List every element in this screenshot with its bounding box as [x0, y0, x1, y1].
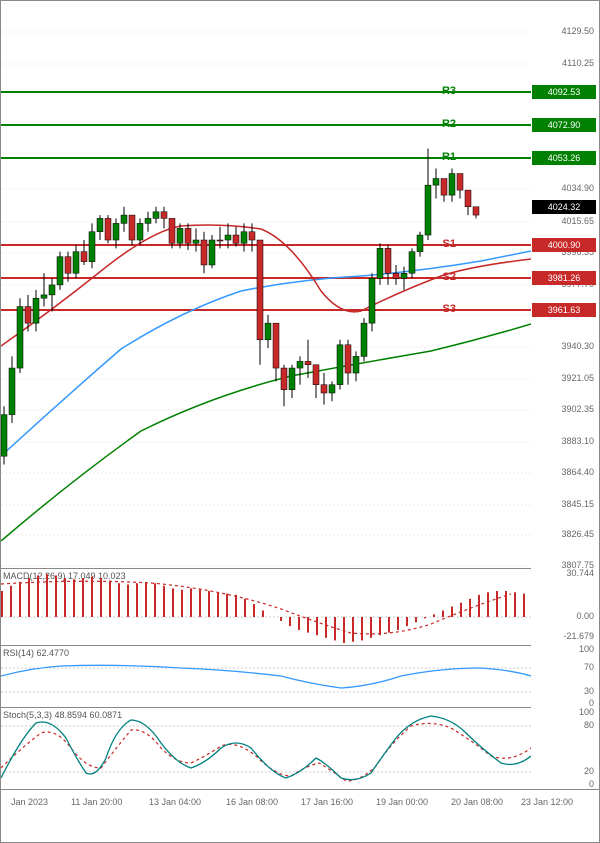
pivot-value-r3: 4092.53 [532, 85, 596, 99]
pivot-value-s3: 3961.63 [532, 303, 596, 317]
y-axis-stoch: 10080200 [529, 707, 599, 789]
stoch-panel[interactable]: Stoch(5,3,3) 48.8594 60.0871 [1, 707, 531, 789]
x-label: 11 Jan 20:00 [71, 797, 122, 807]
y-label: 4034.90 [534, 183, 594, 193]
x-label: 17 Jan 16:00 [301, 797, 353, 807]
pivot-label-s1: S1 [443, 238, 456, 250]
y-label: 3940.30 [534, 341, 594, 351]
macd-panel[interactable]: MACD(12,26,9) 17.049 10.023 [1, 568, 531, 645]
x-label: 20 Jan 08:00 [451, 797, 503, 807]
y-label: 4110.25 [534, 58, 594, 68]
y-axis-rsi: 10070300 [529, 645, 599, 707]
y-label: 3883.10 [534, 436, 594, 446]
pivot-value-r2: 4072.90 [532, 118, 596, 132]
x-axis: Jan 2023 11 Jan 20:00 13 Jan 04:00 16 Jan 0… [1, 789, 600, 814]
pivot-label-r3: R3 [442, 85, 456, 97]
y-label: 3921.05 [534, 373, 594, 383]
pivot-value-s2: 3981.26 [532, 271, 596, 285]
pivot-value-s1: 4000.90 [532, 238, 596, 252]
x-label: Jan 2023 [11, 797, 48, 807]
x-label: 23 Jan 12:00 [521, 797, 573, 807]
y-axis-main: 4129.504110.254034.904015.653996.353977.… [529, 1, 599, 568]
pivot-label-r1: R1 [442, 151, 456, 163]
y-label: 4015.65 [534, 216, 594, 226]
y-label: 3845.15 [534, 499, 594, 509]
y-label: 3864.40 [534, 467, 594, 477]
pivot-label-s2: S2 [443, 271, 456, 283]
y-axis-macd: 30.7440.00-21.679 [529, 568, 599, 645]
pivot-label-r2: R2 [442, 118, 456, 130]
pivot-value-r1: 4053.26 [532, 151, 596, 165]
x-label: 16 Jan 08:00 [226, 797, 278, 807]
x-label: 13 Jan 04:00 [149, 797, 201, 807]
x-label: 19 Jan 00:00 [376, 797, 428, 807]
y-label: 4129.50 [534, 26, 594, 36]
rsi-panel[interactable]: RSI(14) 62.4770 [1, 645, 531, 707]
current-price-tag: 4024.32 [532, 200, 596, 214]
price-chart[interactable]: R3 R2 R1 S1 S2 S3 [1, 1, 531, 568]
y-label: 3826.45 [534, 529, 594, 539]
pivot-label-s3: S3 [443, 303, 456, 315]
y-label: 3902.35 [534, 404, 594, 414]
chart-container: R3 R2 R1 S1 S2 S3 4129.50 4110.25 4034.90 4015.6… [0, 0, 600, 843]
